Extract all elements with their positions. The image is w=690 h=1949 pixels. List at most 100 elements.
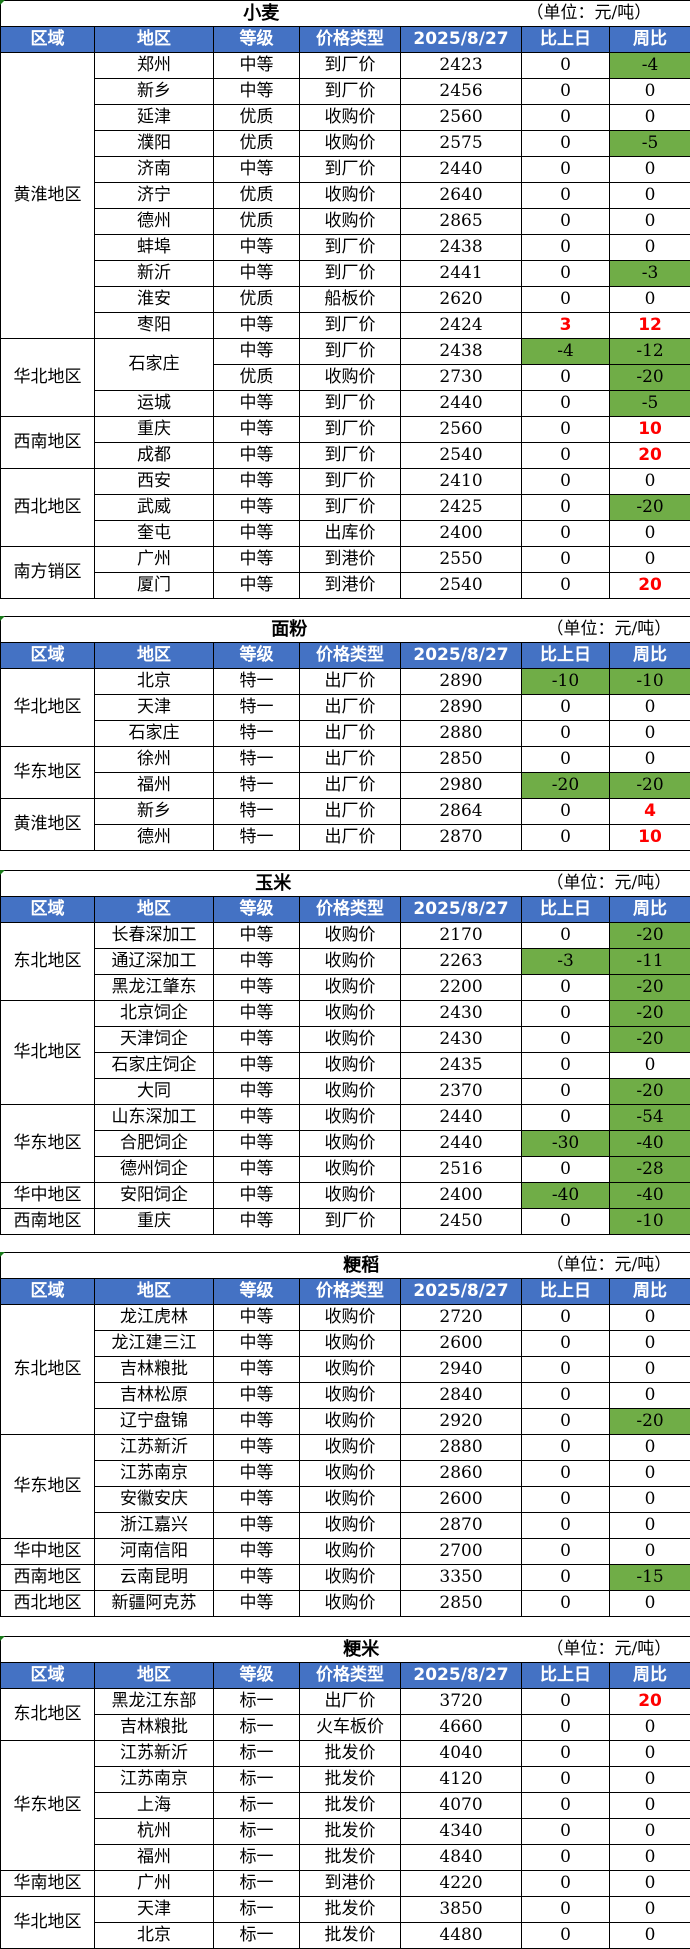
area-cell: 德州 bbox=[95, 825, 214, 851]
grade-cell: 标一 bbox=[214, 1871, 300, 1897]
column-header-area: 地区 bbox=[95, 643, 214, 669]
column-header-grade: 等级 bbox=[214, 897, 300, 923]
price-type-cell: 船板价 bbox=[300, 287, 401, 313]
price-type-cell: 收购价 bbox=[300, 209, 401, 235]
area-cell: 重庆 bbox=[95, 417, 214, 443]
area-cell: 石家庄 bbox=[95, 339, 214, 391]
price-type-cell: 到厂价 bbox=[300, 443, 401, 469]
week-change-cell: -54 bbox=[610, 1105, 690, 1131]
price-type-cell: 出厂价 bbox=[300, 825, 401, 851]
grade-cell: 中等 bbox=[214, 1539, 300, 1565]
day-change-cell: 0 bbox=[522, 1513, 610, 1539]
column-header-date: 2025/8/27 bbox=[401, 643, 522, 669]
area-cell: 吉林松原 bbox=[95, 1383, 214, 1409]
grade-cell: 中等 bbox=[214, 339, 300, 365]
price-type-cell: 到厂价 bbox=[300, 261, 401, 287]
price-type-cell: 批发价 bbox=[300, 1845, 401, 1871]
day-change-cell: 0 bbox=[522, 469, 610, 495]
week-change-cell: 0 bbox=[610, 1871, 690, 1897]
price-cell: 2423 bbox=[401, 53, 522, 79]
week-change-cell: 20 bbox=[610, 1689, 690, 1715]
week-change-cell: 0 bbox=[610, 1513, 690, 1539]
price-cell: 4480 bbox=[401, 1923, 522, 1949]
price-cell: 2440 bbox=[401, 1131, 522, 1157]
week-change-cell: -20 bbox=[610, 1001, 690, 1027]
area-cell: 厦门 bbox=[95, 573, 214, 599]
week-change-cell: 4 bbox=[610, 799, 690, 825]
price-cell: 2720 bbox=[401, 1305, 522, 1331]
grade-cell: 优质 bbox=[214, 209, 300, 235]
grade-cell: 中等 bbox=[214, 1331, 300, 1357]
grade-cell: 中等 bbox=[214, 1513, 300, 1539]
price-type-cell: 出厂价 bbox=[300, 1689, 401, 1715]
region-cell: 西北地区 bbox=[1, 1591, 95, 1617]
day-change-cell: 0 bbox=[522, 1027, 610, 1053]
area-cell: 蚌埠 bbox=[95, 235, 214, 261]
price-cell: 2880 bbox=[401, 1435, 522, 1461]
area-cell: 新沂 bbox=[95, 261, 214, 287]
column-header-week-change: 周比 bbox=[610, 1663, 690, 1689]
week-change-cell: -10 bbox=[610, 1209, 690, 1235]
price-type-cell: 出厂价 bbox=[300, 799, 401, 825]
price-type-cell: 到厂价 bbox=[300, 495, 401, 521]
price-cell: 2200 bbox=[401, 975, 522, 1001]
week-change-cell: 0 bbox=[610, 1357, 690, 1383]
region-cell: 华北地区 bbox=[1, 1001, 95, 1105]
price-type-cell: 收购价 bbox=[300, 923, 401, 949]
price-type-cell: 批发价 bbox=[300, 1897, 401, 1923]
day-change-cell: 0 bbox=[522, 1845, 610, 1871]
week-change-cell: 0 bbox=[610, 1923, 690, 1949]
region-cell: 东北地区 bbox=[1, 923, 95, 1001]
column-header-date: 2025/8/27 bbox=[401, 897, 522, 923]
grade-cell: 标一 bbox=[214, 1845, 300, 1871]
area-cell: 北京饲企 bbox=[95, 1001, 214, 1027]
price-type-cell: 收购价 bbox=[300, 1487, 401, 1513]
price-cell: 2920 bbox=[401, 1409, 522, 1435]
column-header-grade: 等级 bbox=[214, 27, 300, 53]
day-change-cell: 0 bbox=[522, 1689, 610, 1715]
day-change-cell: 0 bbox=[522, 1157, 610, 1183]
day-change-cell: 0 bbox=[522, 1793, 610, 1819]
column-header-grade: 等级 bbox=[214, 1663, 300, 1689]
region-cell: 西南地区 bbox=[1, 1209, 95, 1235]
area-cell: 大同 bbox=[95, 1079, 214, 1105]
day-change-cell: 0 bbox=[522, 825, 610, 851]
table-title: 粳米 bbox=[1, 1637, 522, 1663]
table-title-row: 粳稻（单位：元/吨） bbox=[1, 1253, 690, 1279]
week-change-cell: -11 bbox=[610, 949, 690, 975]
day-change-cell: 0 bbox=[522, 79, 610, 105]
day-change-cell: -3 bbox=[522, 949, 610, 975]
grade-cell: 中等 bbox=[214, 1357, 300, 1383]
day-change-cell: 0 bbox=[522, 261, 610, 287]
area-cell: 武威 bbox=[95, 495, 214, 521]
price-cell: 4120 bbox=[401, 1767, 522, 1793]
grade-cell: 标一 bbox=[214, 1741, 300, 1767]
day-change-cell: 0 bbox=[522, 417, 610, 443]
day-change-cell: -10 bbox=[522, 669, 610, 695]
grade-cell: 中等 bbox=[214, 949, 300, 975]
price-type-cell: 到厂价 bbox=[300, 53, 401, 79]
grade-cell: 优质 bbox=[214, 365, 300, 391]
grade-cell: 中等 bbox=[214, 261, 300, 287]
price-cell: 2864 bbox=[401, 799, 522, 825]
day-change-cell: -40 bbox=[522, 1183, 610, 1209]
